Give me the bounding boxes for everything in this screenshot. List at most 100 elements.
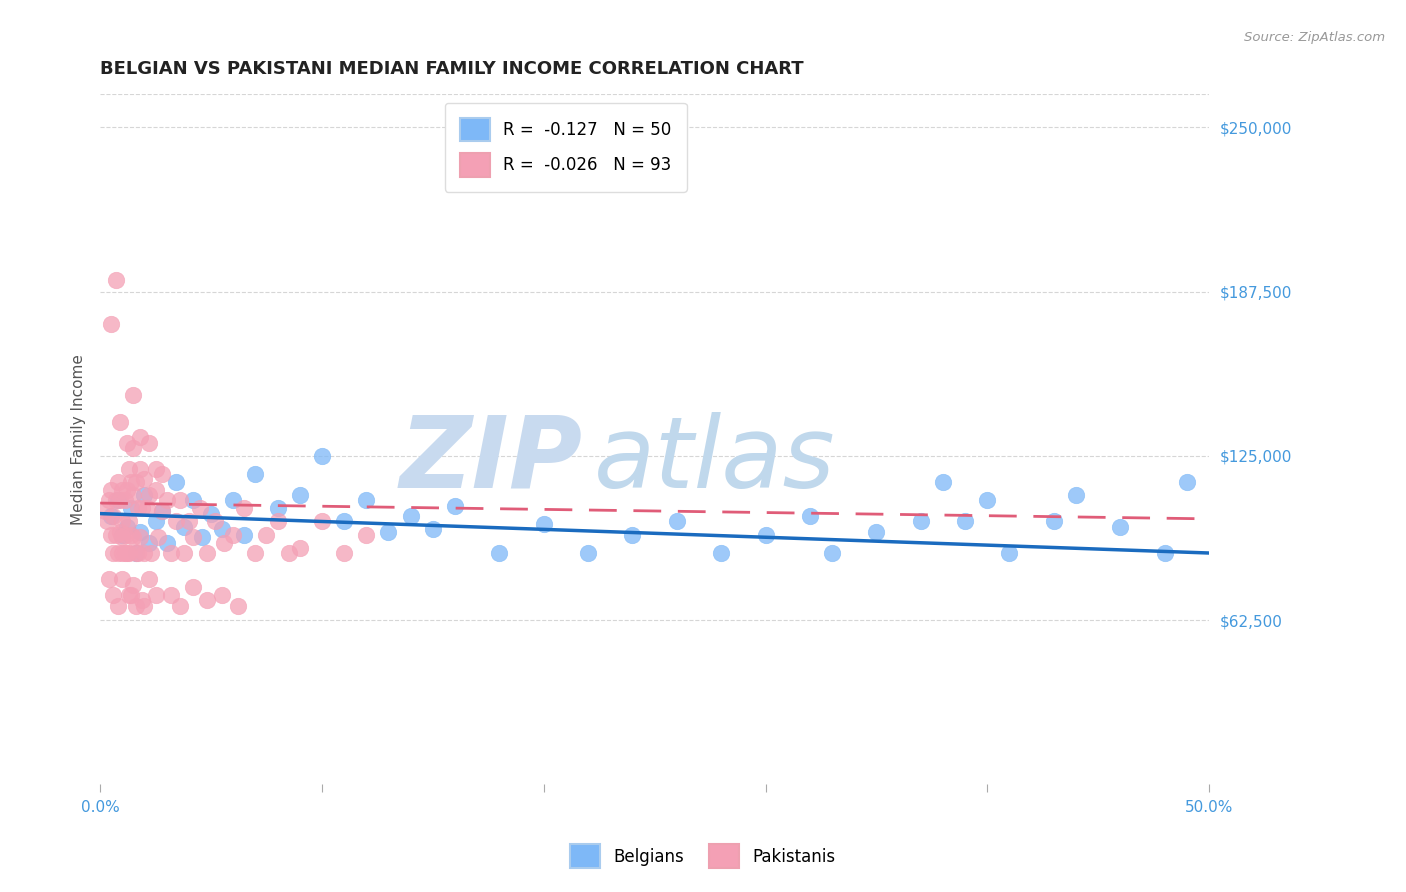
Point [377, 524, 399, 539]
Point [129, 430, 152, 444]
Point [100, 318, 122, 332]
Point [107, 546, 129, 560]
Point [266, 501, 288, 516]
Point [173, 546, 195, 560]
Point [156, 535, 179, 549]
Point [100, 509, 122, 524]
Point [998, 546, 1021, 560]
Point [177, 515, 200, 529]
Point [115, 546, 138, 560]
Point [191, 530, 214, 544]
Point [222, 527, 245, 541]
Point [122, 388, 145, 402]
Point [120, 588, 142, 602]
Point [124, 475, 146, 489]
Point [98, 493, 121, 508]
Point [115, 483, 138, 497]
Point [120, 501, 142, 516]
Point [115, 435, 138, 450]
Point [98, 572, 121, 586]
Point [107, 599, 129, 613]
Point [114, 546, 136, 560]
Point [118, 546, 141, 560]
Point [111, 572, 134, 586]
Point [1109, 520, 1132, 534]
Point [145, 588, 167, 602]
Point [311, 449, 333, 463]
Text: ZIP: ZIP [399, 411, 582, 508]
Point [277, 546, 299, 560]
Legend: R =  -0.127   N = 50, R =  -0.026   N = 93: R = -0.127 N = 50, R = -0.026 N = 93 [446, 103, 686, 192]
Point [245, 467, 267, 482]
Point [124, 599, 146, 613]
Point [181, 580, 204, 594]
Point [233, 527, 256, 541]
Point [621, 527, 644, 541]
Point [118, 515, 141, 529]
Point [134, 546, 156, 560]
Point [146, 530, 169, 544]
Point [138, 572, 160, 586]
Point [131, 593, 153, 607]
Point [108, 493, 131, 508]
Point [134, 599, 156, 613]
Point [103, 546, 125, 560]
Point [165, 515, 187, 529]
Point [134, 472, 156, 486]
Point [1043, 515, 1066, 529]
Point [333, 546, 356, 560]
Point [195, 546, 218, 560]
Point [138, 535, 160, 549]
Point [124, 546, 146, 560]
Point [233, 501, 256, 516]
Point [120, 527, 142, 541]
Point [488, 546, 510, 560]
Point [173, 520, 195, 534]
Point [976, 493, 998, 508]
Point [222, 493, 245, 508]
Point [145, 483, 167, 497]
Point [288, 541, 311, 555]
Point [150, 467, 173, 482]
Point [204, 515, 226, 529]
Point [256, 527, 278, 541]
Text: Source: ZipAtlas.com: Source: ZipAtlas.com [1244, 31, 1385, 45]
Point [96, 515, 118, 529]
Point [111, 546, 134, 560]
Point [93, 504, 115, 518]
Point [120, 475, 142, 489]
Point [114, 493, 136, 508]
Point [145, 462, 167, 476]
Point [356, 527, 378, 541]
Point [181, 493, 204, 508]
Point [245, 546, 267, 560]
Point [333, 515, 356, 529]
Point [111, 527, 134, 541]
Point [195, 593, 218, 607]
Point [134, 488, 156, 502]
Point [108, 415, 131, 429]
Point [1064, 488, 1087, 502]
Point [104, 273, 127, 287]
Point [127, 501, 149, 516]
Point [107, 493, 129, 508]
Point [129, 524, 152, 539]
Point [311, 515, 333, 529]
Point [150, 504, 173, 518]
Point [160, 588, 183, 602]
Point [188, 501, 211, 516]
Point [135, 501, 157, 516]
Point [211, 522, 233, 536]
Text: atlas: atlas [593, 411, 835, 508]
Point [115, 520, 138, 534]
Point [953, 515, 976, 529]
Point [576, 546, 599, 560]
Point [131, 501, 153, 516]
Point [139, 546, 162, 560]
Point [214, 535, 236, 549]
Point [100, 527, 122, 541]
Point [129, 462, 152, 476]
Point [1175, 475, 1198, 489]
Point [266, 515, 288, 529]
Point [165, 475, 187, 489]
